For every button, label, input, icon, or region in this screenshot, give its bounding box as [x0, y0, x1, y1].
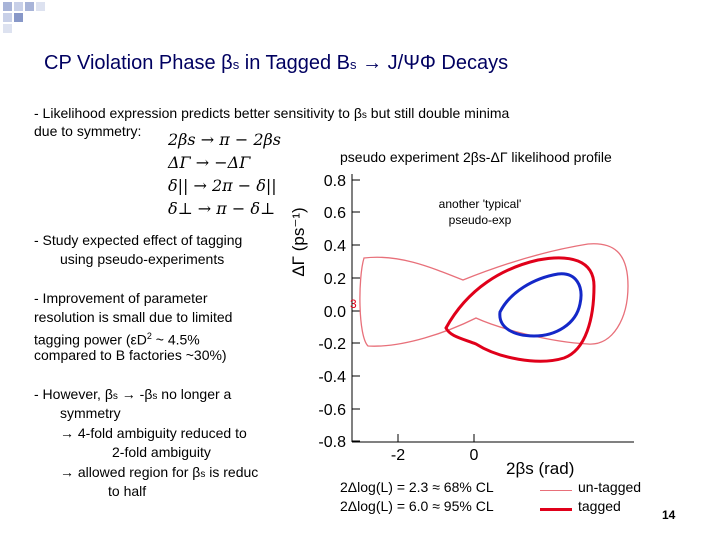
improvement-bullet-cont: resolution is small due to limited	[34, 309, 233, 325]
symmetry-equations: 2βs → π − 2βs ΔΓ → −ΔΓ δ|| → 2π − δ|| δ⊥…	[168, 128, 308, 220]
however-bullet-cont: → allowed region for βs is reduc	[60, 464, 259, 480]
plot-caption: pseudo experiment 2βs-ΔΓ likelihood prof…	[340, 149, 612, 165]
contour-tagged-68	[498, 272, 583, 338]
y-tick-label: -0.2	[318, 336, 346, 353]
legend-untagged-label: un-tagged	[578, 479, 642, 495]
y-tick-marks	[352, 179, 360, 442]
likelihood-contour-plot: 0.8 0.6 0.4 0.2 0.0 -0.2 -0.4 -0.6 -0.8 …	[289, 173, 634, 478]
y-tick-label: -0.4	[318, 369, 346, 386]
legend-untagged-formula: 2Δlog(L) = 2.3 ≈ 68% CL	[340, 479, 494, 495]
y-tick-label: 0.8	[324, 173, 346, 190]
legend-line-tagged	[540, 508, 572, 511]
contour-tagged-95	[444, 256, 596, 363]
study-bullet: - Study expected effect of tagging	[34, 232, 243, 248]
legend-line-untagged	[540, 490, 572, 491]
x-tick-label: -2	[391, 447, 405, 464]
y-tick-label: 0.2	[324, 271, 346, 288]
x-axis-title: 2βs (rad)	[506, 459, 574, 478]
however-bullet-cont: → 4-fold ambiguity reduced to	[60, 425, 247, 441]
corner-decoration	[3, 2, 45, 33]
y-tick-label: -0.6	[318, 402, 346, 419]
improvement-bullet-cont: tagging power (εD2 ~ 4.5%	[34, 331, 200, 348]
y-tick-label: 0.4	[324, 238, 346, 255]
however-bullet-cont: symmetry	[60, 405, 121, 421]
equation-line: δ|| → 2π − δ||	[168, 176, 277, 195]
annotation-line: pseudo-exp	[449, 213, 512, 227]
likelihood-bullet-cont: due to symmetry:	[34, 123, 142, 139]
page-number: 14	[662, 508, 676, 522]
equation-line: ΔΓ → −ΔΓ	[168, 153, 251, 172]
legend-tagged-formula: 2Δlog(L) = 6.0 ≈ 95% CL	[340, 498, 494, 514]
legend-tagged-label: tagged	[578, 498, 621, 514]
y-tick-label: -0.8	[318, 434, 346, 451]
equation-line: δ⊥ → π − δ⊥	[168, 199, 276, 218]
likelihood-bullet: - Likelihood expression predicts better …	[34, 105, 510, 121]
y-axis-title: ΔΓ (ps⁻¹)	[289, 207, 308, 276]
slide-title: CP Violation Phase βs in Tagged Bs → J/Ψ…	[44, 52, 509, 74]
x-tick-label: 0	[470, 447, 479, 464]
improvement-bullet: - Improvement of parameter	[34, 290, 208, 306]
contour-untagged-68	[359, 243, 629, 347]
annotation-line: another 'typical'	[439, 197, 522, 211]
partial-label: 3	[350, 297, 357, 311]
y-tick-label: 0.6	[324, 205, 346, 222]
however-bullet-cont: to half	[108, 483, 147, 499]
equation-line: 2βs → π − 2βs	[168, 130, 281, 149]
however-bullet: - However, βs → -βs no longer a	[34, 386, 232, 402]
y-tick-label: 0.0	[324, 304, 346, 321]
however-bullet-cont: 2-fold ambiguity	[112, 444, 211, 460]
study-bullet-cont: using pseudo-experiments	[60, 251, 225, 267]
improvement-bullet-cont: compared to B factories ~30%)	[34, 347, 227, 363]
